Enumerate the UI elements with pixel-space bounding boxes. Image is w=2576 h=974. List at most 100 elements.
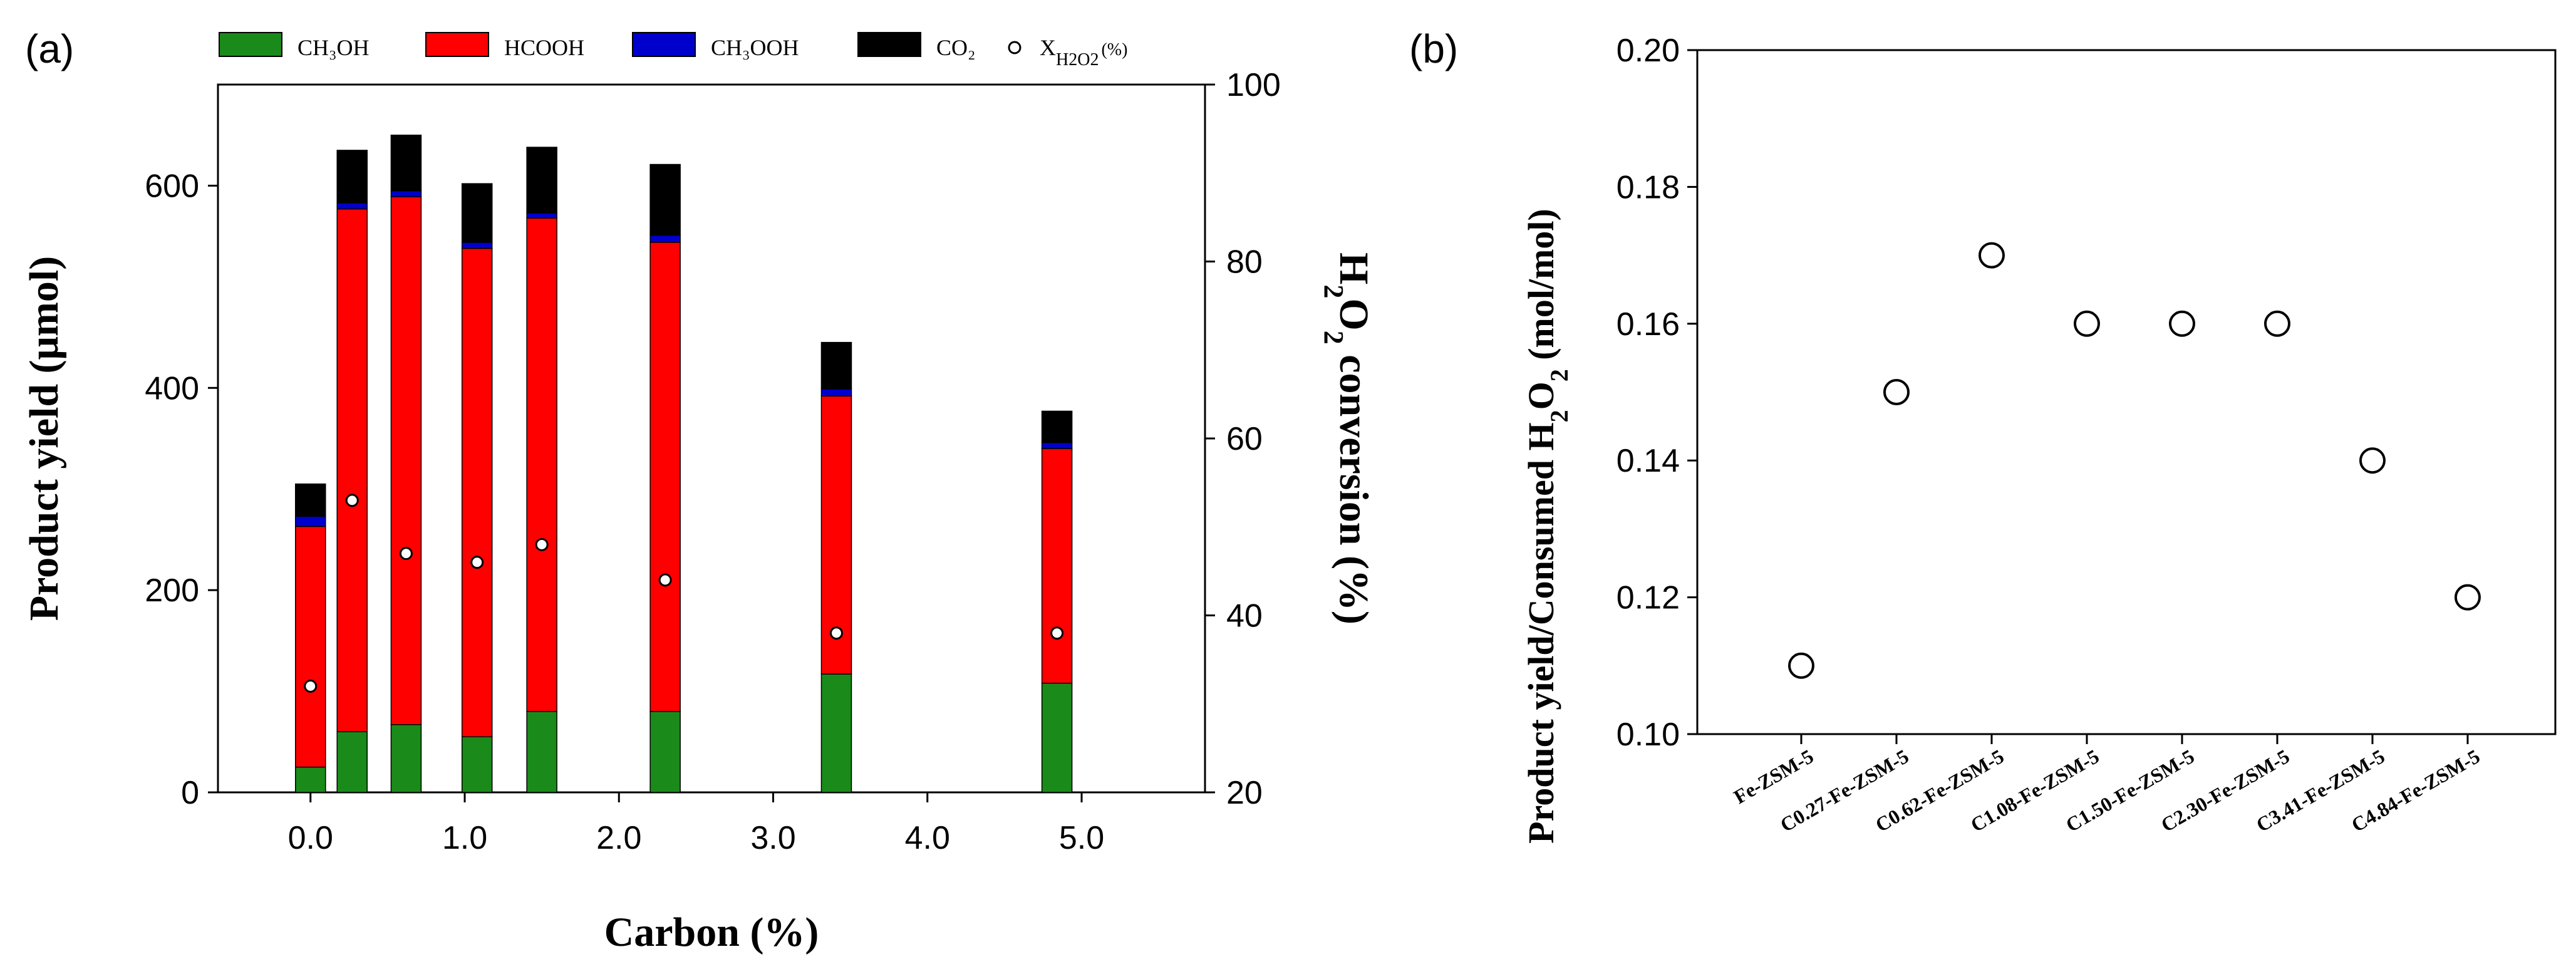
- b-ytick-label: 0.18: [1616, 169, 1680, 205]
- b-point-3: [2074, 310, 2100, 337]
- a-conversion-point-2: [399, 547, 413, 561]
- a-bar-hcooh-7: [1041, 448, 1073, 684]
- b-title-rest: (mol/mol): [1521, 209, 1561, 369]
- b-ytick-label: 0.16: [1616, 306, 1680, 343]
- a-bar-choh-7: [1041, 682, 1073, 793]
- a-y2tick-label: 20: [1226, 775, 1263, 811]
- a-bar-chooh-1: [336, 202, 368, 210]
- legend-label-xh2o2: XH2O2 (%): [1040, 35, 1127, 70]
- a-bar-hcooh-5: [649, 242, 681, 712]
- b-title-main: Product yield/Consumed H: [1521, 422, 1561, 843]
- a-bar-co-2: [390, 134, 422, 192]
- a-y2tick-label: 100: [1226, 67, 1281, 103]
- a-conversion-point-7: [1050, 626, 1064, 640]
- a-bar-hcooh-3: [461, 247, 493, 737]
- b-ytick-label: 0.12: [1616, 580, 1680, 616]
- panel-b-points: [1788, 242, 2481, 744]
- legend-label-ch3oh: CH₃OH: [297, 35, 370, 60]
- b-ytick-label: 0.20: [1616, 33, 1680, 69]
- y2-title-o: O: [1331, 298, 1377, 330]
- panel-a-y2-axis-title: H2O2 conversion (%): [1319, 252, 1377, 624]
- panel-a-bars: [295, 134, 1073, 793]
- a-bar-chooh-0: [295, 515, 326, 527]
- a-bar-co-6: [820, 341, 852, 390]
- b-point-4: [2169, 310, 2195, 337]
- a-bar-hcooh-0: [295, 526, 326, 768]
- legend-swatch-hcooh: [425, 32, 489, 57]
- a-xtick-label: 1.0: [442, 820, 487, 856]
- a-conversion-point-4: [535, 538, 549, 551]
- a-xtick-label: 3.0: [750, 820, 795, 856]
- a-bar-chooh-4: [526, 212, 557, 219]
- b-point-1: [1883, 379, 1910, 405]
- b-point-0: [1788, 652, 1814, 679]
- a-xtick-label: 5.0: [1059, 820, 1104, 856]
- y2-title-sub-2b: 2: [1319, 331, 1350, 345]
- b-point-6: [2359, 447, 2386, 474]
- a-xtick-label: 0.0: [288, 820, 333, 856]
- legend-label-co2: CO₂: [936, 35, 976, 60]
- a-bar-choh-0: [295, 766, 326, 793]
- a-bar-chooh-5: [649, 234, 681, 243]
- panel-b-x-category-labels: Fe-ZSM-5C0.27-Fe-ZSM-5C0.62-Fe-ZSM-5C1.0…: [1730, 745, 2484, 836]
- legend-label-ch3ooh: CH₃OOH: [711, 35, 799, 60]
- b-title-sub-2b: 2: [1545, 369, 1573, 381]
- a-bar-hcooh-1: [336, 208, 368, 732]
- a-y2tick-label: 60: [1226, 421, 1263, 457]
- a-conversion-point-3: [470, 556, 484, 569]
- panel-a-label: (a): [25, 26, 74, 71]
- panel-b-y-ticks: 0.10 0.12 0.14 0.16 0.18 0.20: [1616, 33, 1697, 753]
- a-conversion-point-5: [658, 573, 672, 587]
- a-bar-chooh-3: [461, 242, 493, 249]
- b-category-label-0: Fe-ZSM-5: [1730, 745, 1818, 808]
- b-title-o: O: [1521, 381, 1561, 410]
- legend-swatch-ch3oh: [219, 32, 282, 57]
- a-bar-hcooh-2: [390, 196, 422, 725]
- a-bar-co-5: [649, 163, 681, 236]
- a-bar-choh-4: [526, 711, 557, 793]
- legend-x-sub: H2O2: [1056, 50, 1099, 70]
- a-bar-co-1: [336, 150, 368, 204]
- legend-swatch-ch3ooh: [632, 32, 696, 57]
- a-bar-chooh-6: [820, 388, 852, 396]
- y2-title-rest: conversion (%): [1331, 345, 1377, 624]
- b-ytick-label: 0.10: [1616, 717, 1680, 753]
- a-ytick-label: 0: [181, 775, 199, 811]
- a-bar-co-7: [1041, 410, 1073, 443]
- panel-b-plot-frame: [1696, 49, 2557, 735]
- b-point-5: [2264, 310, 2290, 337]
- a-bar-choh-5: [649, 711, 681, 793]
- panel-a-y-ticks: 0 200 400 600: [145, 168, 218, 811]
- a-bar-choh-2: [390, 724, 422, 793]
- a-y2tick-label: 80: [1226, 244, 1263, 281]
- a-bar-co-3: [461, 183, 493, 243]
- y2-title-sub-2a: 2: [1319, 284, 1350, 298]
- panel-a-y2-ticks: 20 40 60 80 100: [1205, 67, 1281, 811]
- b-ytick-label: 0.14: [1616, 443, 1680, 479]
- b-point-7: [2454, 584, 2481, 611]
- a-bar-chooh-7: [1041, 442, 1073, 449]
- b-point-2: [1979, 242, 2005, 269]
- panel-a-x-axis-title: Carbon (%): [604, 909, 819, 955]
- a-ytick-label: 200: [145, 572, 199, 609]
- panel-a-legend: CH₃OH HCOOH CH₃OOH CO₂ XH2O2 (%): [219, 32, 1127, 70]
- a-bar-co-4: [526, 147, 557, 214]
- legend-label-hcooh: HCOOH: [504, 35, 584, 60]
- a-bar-choh-1: [336, 731, 368, 793]
- a-bar-choh-3: [461, 736, 493, 793]
- a-conversion-point-1: [345, 494, 359, 507]
- panel-a-y-axis-title: Product yield (μmol): [21, 256, 67, 621]
- legend-swatch-co2: [857, 32, 921, 57]
- panel-a-x-ticks: 0.0 1.0 2.0 3.0 4.0 5.0: [288, 792, 1104, 856]
- a-xtick-label: 2.0: [596, 820, 641, 856]
- a-y2tick-label: 40: [1226, 598, 1263, 635]
- a-ytick-label: 400: [145, 370, 199, 407]
- a-bar-choh-6: [820, 673, 852, 793]
- a-conversion-point-6: [829, 626, 843, 640]
- b-title-sub-2a: 2: [1545, 410, 1573, 422]
- panel-b: (b) 0.10 0.12 0.14 0.16 0.18 0.20 Fe-ZSM-5C0.…: [1409, 26, 2557, 844]
- y2-title-h: H: [1331, 252, 1377, 284]
- panel-a-conversion-markers: [304, 494, 1064, 693]
